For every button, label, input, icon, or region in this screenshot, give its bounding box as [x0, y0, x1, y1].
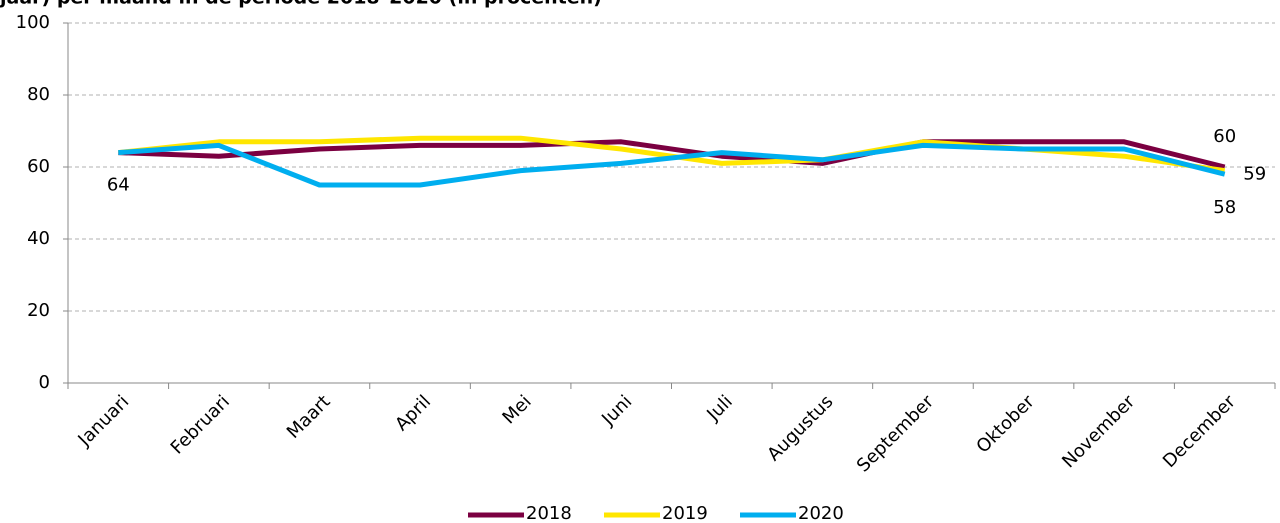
- x-tick-label: September: [853, 391, 939, 477]
- data-label: 59: [1243, 164, 1266, 185]
- x-tick-label: Mei: [498, 391, 535, 428]
- x-tick-label: Maart: [283, 391, 335, 443]
- x-tick-label: Juli: [702, 391, 736, 425]
- x-tick-label: Februari: [167, 391, 234, 458]
- y-tick-label: 40: [27, 228, 50, 249]
- chart-title: jaar) per maand in de periode 2018–2020 …: [0, 0, 602, 9]
- x-tick-label: Augustus: [763, 391, 837, 465]
- y-tick-label: 80: [27, 84, 50, 105]
- y-tick-label: 20: [27, 300, 50, 321]
- x-tick-label: Januari: [74, 391, 134, 451]
- data-label: 60: [1213, 126, 1236, 147]
- x-tick-label: Oktober: [972, 391, 1039, 458]
- legend-label: 2019: [662, 503, 708, 523]
- x-tick-label: April: [391, 391, 435, 435]
- legend-label: 2018: [526, 503, 572, 523]
- x-tick-label: Juni: [597, 391, 636, 430]
- series-line: [118, 142, 1226, 188]
- data-label: 58: [1213, 197, 1236, 218]
- y-tick-label: 60: [27, 156, 50, 177]
- legend-label: 2020: [798, 503, 844, 523]
- series-line: [118, 139, 1226, 170]
- x-tick-label: December: [1159, 391, 1240, 472]
- y-tick-label: 0: [39, 372, 50, 393]
- x-tick-label: November: [1058, 391, 1139, 472]
- y-tick-label: 100: [16, 12, 50, 33]
- data-label: 64: [107, 175, 130, 196]
